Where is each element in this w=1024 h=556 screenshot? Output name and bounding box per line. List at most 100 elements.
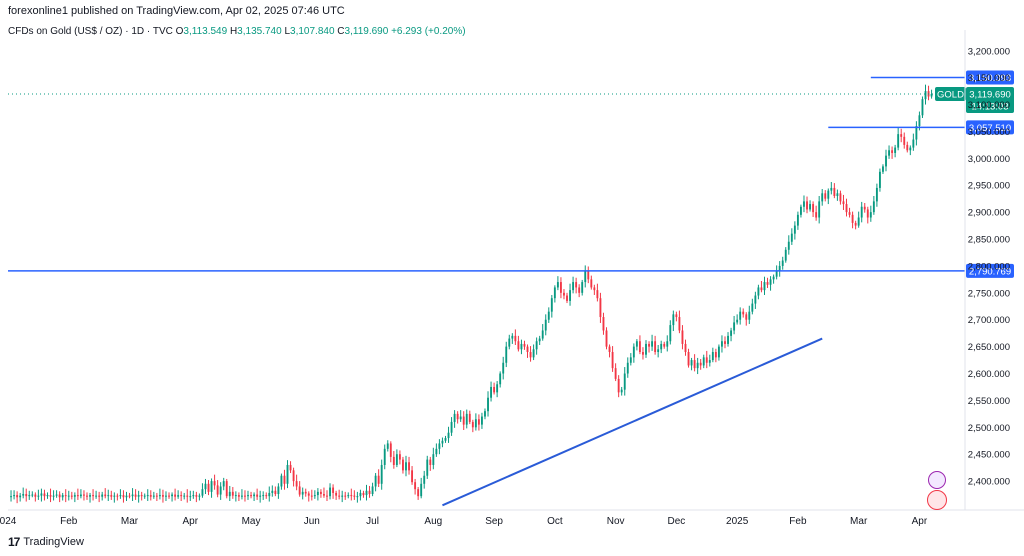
candle-body: [848, 212, 851, 215]
candle-body: [845, 204, 848, 213]
candle-body: [456, 413, 459, 420]
candle-body: [201, 489, 204, 496]
candle-body: [882, 166, 884, 172]
candle-body: [559, 282, 562, 293]
trendline[interactable]: [442, 337, 823, 507]
y-tick-label: 3,000.000: [968, 154, 1010, 165]
candle-body: [544, 319, 547, 331]
candle-body: [711, 352, 714, 361]
candle-body: [578, 287, 581, 293]
candle-body: [699, 362, 702, 366]
y-tick-label: 2,700.000: [968, 315, 1010, 326]
candle-body: [733, 322, 736, 331]
candle-body: [46, 495, 49, 497]
candle-body: [815, 212, 818, 218]
candle-body: [207, 483, 210, 492]
candle-body: [684, 343, 687, 352]
level-price-tag: [966, 120, 1014, 135]
candle-body: [818, 201, 821, 218]
x-tick-label: Oct: [547, 516, 563, 527]
candle-body: [772, 276, 775, 280]
candle-body: [474, 419, 477, 428]
candle-body: [833, 187, 836, 196]
candle-body: [812, 204, 815, 213]
candle-body: [19, 495, 22, 498]
candle-body: [505, 346, 508, 363]
x-tick-label: Dec: [667, 516, 685, 527]
candle-body: [61, 495, 64, 498]
candle-body: [477, 419, 480, 425]
candle-body: [800, 206, 802, 215]
candle-body: [757, 287, 760, 296]
candle-body: [43, 493, 46, 497]
close-label: C: [337, 26, 345, 37]
low-value: 3,107.840: [290, 26, 335, 37]
y-tick-label: 3,200.000: [968, 46, 1010, 57]
low-label: L: [284, 26, 291, 37]
candle-body: [499, 373, 502, 385]
candle-body: [875, 187, 878, 202]
candle-body: [581, 282, 584, 293]
candle-body: [195, 495, 198, 497]
candle-body: [213, 481, 216, 486]
candle-body: [280, 475, 283, 487]
candle-body: [210, 481, 213, 492]
candle-body: [265, 495, 268, 497]
y-tick-label: 2,650.000: [968, 342, 1010, 353]
candle-body: [189, 496, 192, 498]
symbol-label: CFDs on Gold (US$ / OZ) · 1D · TVC: [8, 26, 173, 37]
candle-body: [168, 495, 170, 497]
candle-body: [95, 495, 98, 497]
candle-body: [268, 492, 271, 497]
candle-body: [31, 494, 34, 496]
y-tick-label: 2,400.000: [968, 477, 1010, 488]
countdown-label: 14:13:03: [972, 101, 1009, 112]
candle-body: [623, 373, 626, 390]
candle-body: [617, 378, 620, 393]
candle-body: [441, 440, 444, 444]
change-value: +6.293 (+0.20%): [391, 26, 466, 37]
candle-body: [386, 443, 389, 449]
candle-body: [86, 495, 88, 497]
y-tick-label: 2,550.000: [968, 396, 1010, 407]
candle-body: [414, 482, 417, 490]
x-tick-label: Apr: [912, 516, 928, 527]
candle-body: [696, 362, 699, 369]
candle-body: [389, 443, 392, 457]
candle-body: [462, 416, 465, 425]
candle-body: [216, 485, 219, 495]
candle-body: [830, 187, 833, 191]
alert-icon[interactable]: [928, 471, 946, 489]
candle-body: [796, 214, 799, 226]
candle-body: [125, 495, 128, 498]
candle-body: [292, 470, 295, 482]
candle-body: [192, 495, 195, 497]
open-value: 3,113.549: [183, 26, 228, 37]
y-tick-label: 2,600.000: [968, 369, 1010, 380]
candle-body: [152, 495, 155, 497]
candle-body: [341, 495, 344, 497]
y-tick-label: 3,050.000: [968, 127, 1010, 138]
candle-body: [180, 495, 183, 497]
candle-body: [614, 368, 617, 379]
candle-body: [165, 495, 167, 497]
candle-body: [304, 491, 307, 494]
candle-body: [128, 495, 131, 497]
candle-body: [593, 287, 596, 291]
candle-body: [298, 486, 301, 495]
candle-body: [408, 462, 410, 471]
candle-body: [717, 346, 720, 358]
candle-body: [784, 249, 787, 261]
candle-body: [663, 343, 666, 347]
candle-body: [635, 341, 638, 347]
candle-body: [131, 494, 134, 497]
candle-body: [432, 454, 435, 465]
candle-body: [763, 282, 766, 291]
candle-body: [198, 495, 201, 497]
candle-body: [620, 389, 623, 393]
candle-body: [37, 495, 40, 497]
candle-body: [34, 494, 37, 497]
candle-body: [894, 147, 897, 153]
flag-icon[interactable]: [927, 490, 947, 510]
